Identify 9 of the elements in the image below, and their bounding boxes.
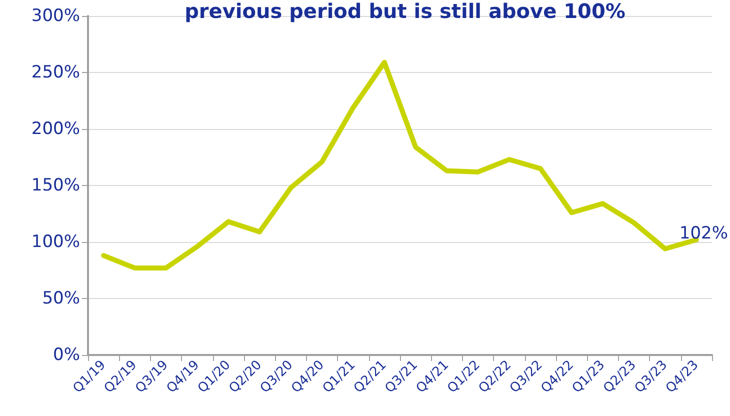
y-tick-label: 100% — [31, 232, 80, 252]
y-tick-label: 250% — [31, 62, 80, 82]
data-label: 102% — [679, 224, 728, 244]
y-tick-label: 0% — [53, 345, 80, 365]
chart-title: previous period but is still above 100% — [184, 0, 626, 23]
y-tick-label: 150% — [31, 176, 80, 196]
y-tick-label: 50% — [42, 288, 80, 308]
y-tick-label: 300% — [31, 6, 80, 26]
y-tick-label: 200% — [31, 119, 80, 139]
